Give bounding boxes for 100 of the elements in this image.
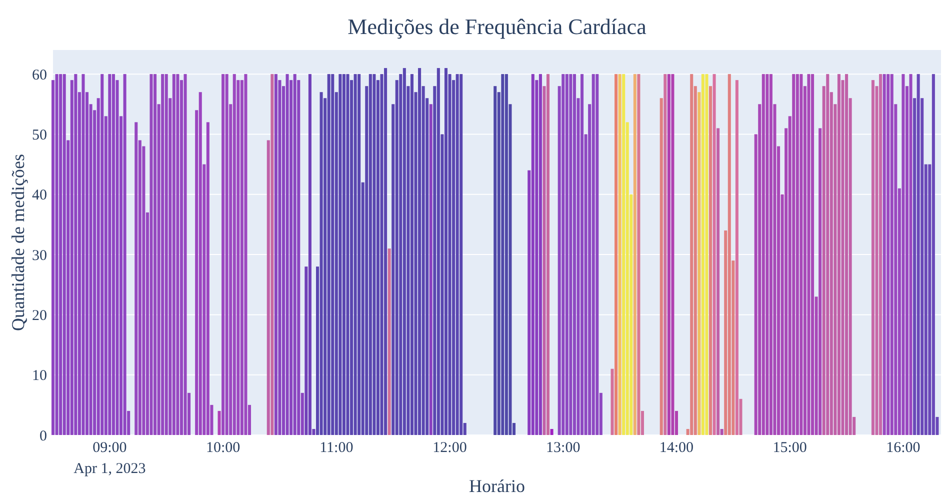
bar (494, 86, 497, 435)
bar (728, 74, 731, 435)
bar (198, 92, 202, 435)
y-tick-label: 30 (32, 248, 47, 264)
bar (916, 74, 920, 435)
bar (592, 74, 595, 435)
bar (902, 74, 905, 435)
bar (871, 80, 874, 435)
y-tick-label: 10 (32, 368, 47, 384)
bar (123, 74, 126, 435)
bar (720, 428, 724, 435)
bar (59, 74, 62, 435)
bar (384, 68, 388, 435)
bar (690, 74, 694, 435)
bar (82, 74, 85, 435)
bar (762, 74, 765, 435)
bar (565, 74, 568, 435)
y-tick-label: 20 (32, 308, 47, 324)
bar (671, 74, 674, 435)
bar (176, 74, 180, 435)
bar (562, 74, 565, 435)
bar (531, 74, 534, 435)
bar (811, 74, 814, 435)
bar (161, 74, 164, 435)
bar (622, 74, 626, 435)
bar (504, 74, 508, 435)
bar (818, 128, 822, 435)
bar (546, 74, 550, 435)
bar (164, 74, 168, 435)
bar (766, 74, 769, 435)
bar (410, 74, 414, 435)
bar (172, 74, 176, 435)
bar (618, 74, 622, 435)
bar (346, 74, 350, 435)
bar (837, 74, 840, 435)
y-tick-label: 50 (32, 127, 47, 144)
bar (308, 74, 312, 435)
bar (218, 410, 221, 435)
x-tick-label: 16:00 (886, 440, 920, 456)
y-tick-label: 40 (32, 188, 47, 204)
bar (358, 74, 361, 435)
bar (550, 428, 554, 435)
bar (572, 74, 576, 435)
bar (580, 74, 584, 435)
bar (667, 74, 670, 435)
bar (705, 74, 708, 435)
bar (932, 74, 935, 435)
bar (100, 74, 104, 435)
bar (270, 74, 274, 435)
bar (368, 74, 372, 435)
bar (232, 74, 236, 435)
bar (342, 74, 346, 435)
chart-title: Medições de Frequência Cardíaca (348, 14, 647, 39)
bar (429, 104, 432, 435)
bar (640, 410, 644, 435)
bar (664, 74, 667, 435)
bar (55, 74, 58, 435)
bar (354, 74, 357, 435)
x-tick-label: 11:00 (320, 440, 354, 456)
bar (372, 74, 376, 435)
bar (293, 74, 296, 435)
bar (444, 68, 448, 435)
x-tick-label: 13:00 (546, 440, 580, 456)
bar (331, 74, 334, 435)
bar (286, 74, 289, 435)
bar (701, 74, 704, 435)
bar (735, 80, 738, 435)
bar (633, 74, 636, 435)
bar (222, 74, 225, 435)
bar (154, 74, 157, 435)
bar (150, 74, 153, 435)
bar (184, 74, 187, 435)
bar (826, 74, 830, 435)
y-tick-label: 0 (40, 428, 47, 444)
bar (436, 68, 440, 435)
bar (274, 74, 278, 435)
x-tick-label: 12:00 (432, 440, 467, 456)
bar (460, 74, 463, 435)
bar (244, 74, 248, 435)
bar (637, 74, 640, 435)
bar (501, 74, 504, 435)
bar (698, 92, 701, 435)
bar (845, 74, 848, 435)
y-axis-title: Quantidade de medições (8, 154, 28, 331)
bar (796, 74, 799, 435)
bar (134, 122, 138, 435)
bar (712, 74, 716, 435)
bar (909, 74, 912, 435)
y-tick-label: 60 (32, 67, 47, 84)
bar (112, 74, 115, 435)
bar (886, 74, 890, 435)
x-axis-title: Horário (469, 476, 525, 496)
bar (456, 74, 459, 435)
bar (716, 128, 720, 435)
x-tick-label: 15:00 (772, 440, 807, 456)
bar (708, 86, 712, 435)
bar (225, 74, 228, 435)
bar (879, 74, 882, 435)
bar (62, 74, 66, 435)
bar (596, 74, 599, 435)
